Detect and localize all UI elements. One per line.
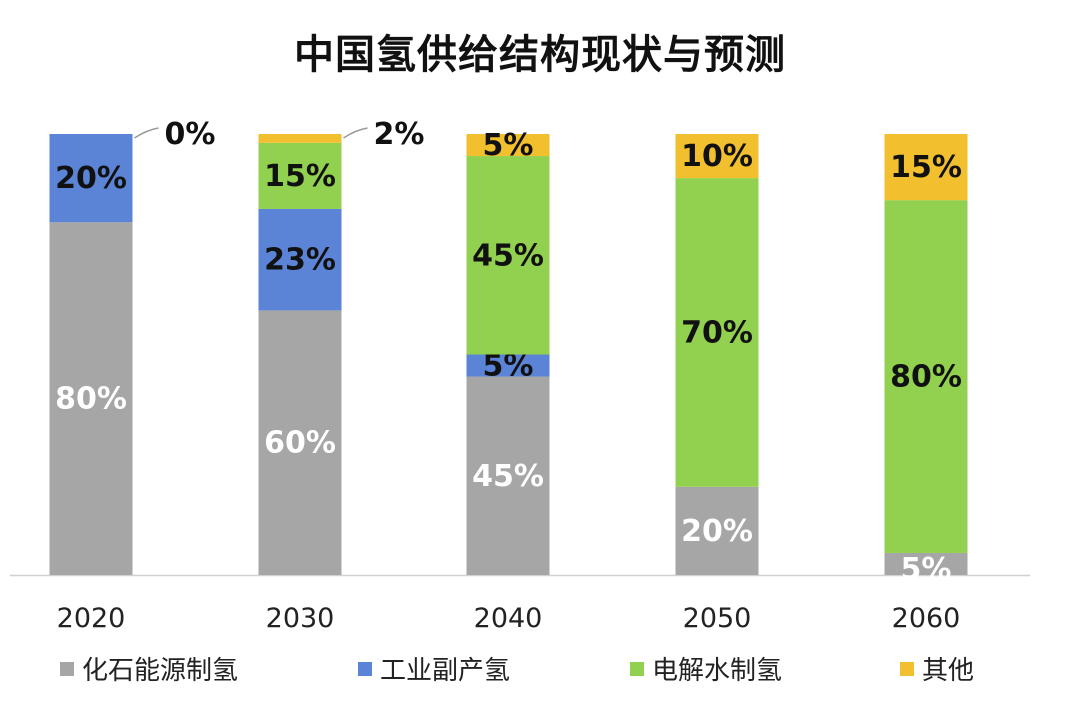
- bar-segment: [466, 156, 550, 355]
- data-label: 80%: [55, 382, 127, 417]
- data-label: 5%: [483, 128, 534, 163]
- x-tick-label: 2060: [892, 603, 961, 634]
- x-tick-label: 2040: [474, 603, 543, 634]
- bar-segment: [884, 552, 968, 575]
- data-label: 80%: [890, 360, 962, 395]
- data-label: 70%: [681, 315, 753, 350]
- data-label: 0%: [165, 117, 216, 152]
- legend-swatch-other: [900, 661, 914, 676]
- data-label: 2%: [374, 117, 425, 152]
- bar-segment: [258, 208, 342, 311]
- legend-item-fossil: 化石能源制氢: [60, 650, 238, 687]
- data-label: 60%: [264, 426, 336, 461]
- data-label: 10%: [681, 139, 753, 174]
- bar-segment: [675, 178, 759, 487]
- bar-segment: [466, 354, 550, 377]
- data-label: 15%: [890, 150, 962, 185]
- data-label: 15%: [264, 159, 336, 194]
- bar-segment: [258, 310, 342, 575]
- bar-segment: [49, 222, 133, 575]
- legend-swatch-electrolysis: [630, 661, 644, 676]
- bar-segment: [466, 134, 550, 157]
- bar-segment: [258, 142, 342, 209]
- stacked-bar-chart: 80% 20% 0% 2020 60% 23% 15% 2% 2030 45% 5% 45% 5% 204…: [10, 117, 1030, 634]
- legend-label-fossil: 化石能源制氢: [82, 656, 239, 686]
- legend-label-byproduct: 工业副产氢: [380, 656, 511, 686]
- x-tick-label: 2030: [266, 603, 335, 634]
- label-leader-line: [343, 127, 368, 139]
- x-tick-label: 2050: [683, 603, 752, 634]
- x-tick-label: 2020: [57, 603, 126, 634]
- bar-segment: [675, 134, 759, 179]
- legend-swatch-byproduct: [358, 661, 372, 676]
- bar-segment: [884, 134, 968, 201]
- legend: 化石能源制氢 工业副产氢 电解水制氢 其他: [60, 650, 1060, 690]
- legend-item-electrolysis: 电解水制氢: [630, 650, 782, 687]
- legend-swatch-fossil: [60, 661, 74, 676]
- data-label: 5%: [901, 552, 952, 587]
- bar-segment: [466, 376, 550, 575]
- data-label: 23%: [264, 243, 336, 278]
- data-label: 20%: [681, 514, 753, 549]
- bar-segment: [884, 200, 968, 553]
- legend-label-electrolysis: 电解水制氢: [652, 656, 783, 686]
- bar-segment: [258, 134, 342, 143]
- data-label: 45%: [472, 238, 544, 273]
- chart-title: 中国氢供给结构现状与预测: [294, 32, 786, 78]
- bar-segment: [49, 134, 133, 223]
- label-leader-line: [134, 127, 159, 139]
- legend-item-other: 其他: [900, 650, 974, 687]
- data-label: 45%: [472, 459, 544, 494]
- data-label: 20%: [55, 161, 127, 196]
- legend-label-other: 其他: [922, 656, 975, 686]
- bar-segment: [675, 486, 759, 575]
- legend-item-byproduct: 工业副产氢: [358, 650, 510, 687]
